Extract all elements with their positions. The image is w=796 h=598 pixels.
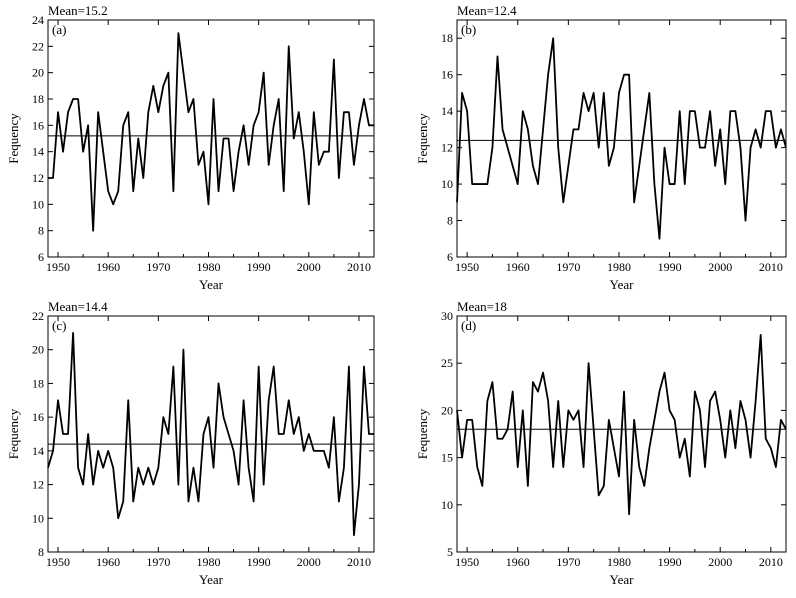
plot-frame — [47, 19, 375, 258]
panel-d: 1950 1960 1970 1980 1990 2000 2010 5 10 15 20 25 30 (… — [415, 299, 787, 587]
y-axis-label: Fequency — [6, 113, 21, 164]
y-tick-label: 10 — [441, 498, 453, 512]
x-axis-label: Year — [610, 572, 635, 587]
x-tick-label: 2010 — [759, 555, 783, 569]
x-tick-label: 1970 — [556, 555, 580, 569]
y-tick-label: 20 — [32, 66, 44, 80]
panel-label: (b) — [461, 22, 476, 37]
x-tick-label: 1990 — [247, 260, 271, 274]
x-tick-label: 1960 — [506, 260, 530, 274]
mean-label: Mean=14.4 — [48, 299, 108, 314]
panel-label: (d) — [461, 318, 476, 333]
x-tick-label: 2000 — [297, 555, 321, 569]
x-tick-label: 1960 — [96, 555, 120, 569]
x-tick-label: 1950 — [455, 260, 479, 274]
x-tick-label: 2000 — [708, 260, 732, 274]
x-tick-label: 1980 — [196, 555, 220, 569]
y-tick-label: 22 — [32, 39, 44, 53]
x-axis-label: Year — [199, 277, 224, 292]
y-tick-label: 8 — [447, 214, 453, 228]
y-tick-label: 12 — [441, 141, 453, 155]
x-tick-label: 2010 — [347, 555, 371, 569]
y-tick-label: 14 — [32, 145, 44, 159]
y-tick-label: 10 — [32, 197, 44, 211]
x-tick-label: 1990 — [247, 555, 271, 569]
y-tick-label: 20 — [32, 343, 44, 357]
plot-frame — [456, 315, 787, 553]
y-tick-label: 10 — [441, 177, 453, 191]
mean-label: Mean=18 — [457, 299, 507, 314]
y-tick-label: 10 — [32, 511, 44, 525]
y-axis-label: Fequency — [415, 408, 430, 459]
y-axis-label: Fequency — [6, 408, 21, 459]
y-tick-label: 18 — [441, 31, 453, 45]
y-tick-label: 18 — [32, 376, 44, 390]
x-tick-label: 1960 — [506, 555, 530, 569]
x-tick-label: 1970 — [146, 555, 170, 569]
y-tick-label: 16 — [32, 410, 44, 424]
x-tick-label: 1980 — [607, 555, 631, 569]
y-tick-label: 14 — [441, 104, 453, 118]
y-tick-label: 30 — [441, 309, 453, 323]
y-tick-label: 25 — [441, 356, 453, 370]
plot-frame — [456, 19, 787, 258]
x-tick-label: 1950 — [46, 555, 70, 569]
mean-label: Mean=12.4 — [457, 3, 517, 18]
x-tick-label: 1990 — [658, 555, 682, 569]
y-tick-label: 18 — [32, 92, 44, 106]
x-tick-label: 2000 — [708, 555, 732, 569]
y-tick-label: 22 — [32, 309, 44, 323]
y-tick-label: 12 — [32, 171, 44, 185]
y-tick-label: 16 — [441, 68, 453, 82]
y-tick-label: 24 — [32, 13, 44, 27]
y-tick-label: 15 — [441, 451, 453, 465]
x-tick-label: 2000 — [297, 260, 321, 274]
series-line — [456, 37, 787, 240]
x-tick-label: 2010 — [347, 260, 371, 274]
x-axis-label: Year — [610, 277, 635, 292]
y-tick-label: 6 — [447, 250, 453, 264]
y-tick-label: 14 — [32, 444, 44, 458]
x-tick-label: 1990 — [658, 260, 682, 274]
x-tick-label: 2010 — [759, 260, 783, 274]
panel-b: 1950 1960 1970 1980 1990 2000 2010 6 8 10 12 14 16 18… — [415, 3, 787, 292]
y-axis-label: Fequency — [415, 113, 430, 164]
panel-c: 1950 1960 1970 1980 1990 2000 2010 8 10 12 14 16 18 2… — [6, 299, 375, 587]
y-tick-label: 12 — [32, 478, 44, 492]
x-tick-label: 1960 — [96, 260, 120, 274]
series-line — [456, 333, 787, 516]
series-line — [47, 331, 374, 537]
x-tick-label: 1950 — [455, 555, 479, 569]
panel-label: (a) — [52, 22, 66, 37]
y-tick-label: 8 — [38, 545, 44, 559]
mean-label: Mean=15.2 — [48, 3, 108, 18]
x-tick-label: 1970 — [146, 260, 170, 274]
x-tick-label: 1980 — [607, 260, 631, 274]
panel-label: (c) — [52, 318, 66, 333]
x-tick-label: 1980 — [196, 260, 220, 274]
series-line — [48, 32, 374, 232]
y-tick-label: 20 — [441, 403, 453, 417]
x-axis-label: Year — [199, 572, 224, 587]
panel-a: 1950 1960 1970 1980 1990 2000 2010 6 8 10 12 14 16 18… — [6, 3, 375, 292]
x-tick-label: 1970 — [556, 260, 580, 274]
y-tick-label: 8 — [38, 224, 44, 238]
y-tick-label: 6 — [38, 250, 44, 264]
y-tick-label: 5 — [447, 545, 453, 559]
y-tick-label: 16 — [32, 118, 44, 132]
x-tick-label: 1950 — [46, 260, 70, 274]
